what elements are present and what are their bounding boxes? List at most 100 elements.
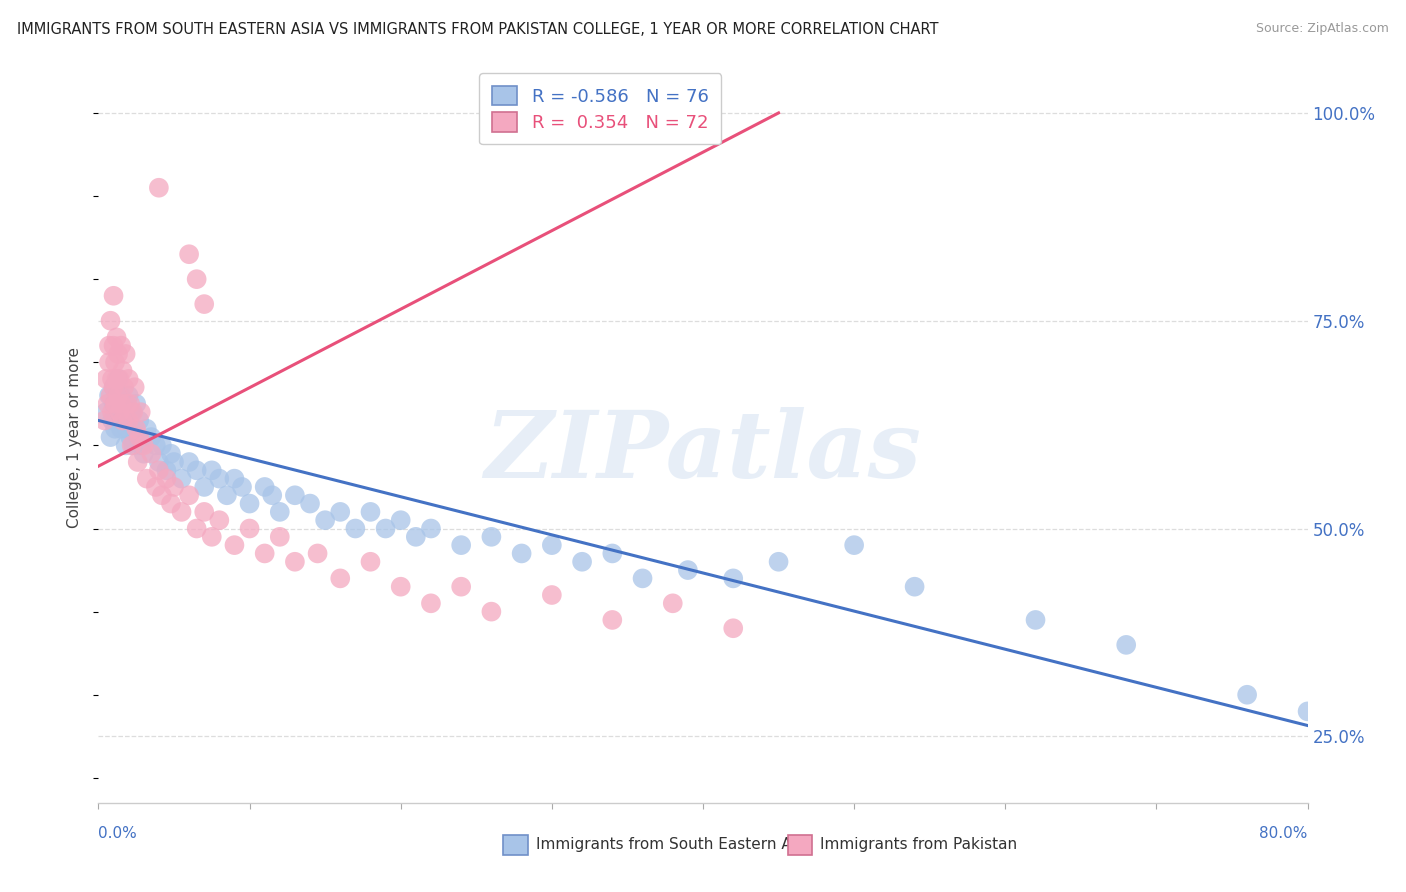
- Point: [107, 388, 129, 402]
- Point: [101, 372, 124, 386]
- Point: [100, 314, 122, 328]
- Point: [1296, 705, 1319, 719]
- Point: [103, 338, 125, 352]
- Point: [100, 430, 122, 444]
- Point: [170, 505, 193, 519]
- Point: [129, 438, 152, 452]
- Point: [108, 405, 131, 419]
- Point: [114, 438, 136, 452]
- Point: [186, 521, 208, 535]
- Point: [145, 438, 167, 452]
- Point: [239, 521, 262, 535]
- Point: [101, 413, 124, 427]
- Point: [127, 455, 149, 469]
- Point: [148, 180, 170, 194]
- Point: [723, 571, 745, 585]
- Point: [160, 497, 183, 511]
- Point: [170, 472, 193, 486]
- Point: [111, 413, 134, 427]
- Text: Immigrants from Pakistan: Immigrants from Pakistan: [820, 837, 1018, 852]
- Point: [284, 488, 307, 502]
- Point: [360, 505, 382, 519]
- Point: [105, 372, 128, 386]
- Point: [105, 330, 128, 344]
- Point: [374, 521, 396, 535]
- Point: [98, 338, 121, 352]
- Point: [110, 388, 132, 402]
- Point: [132, 447, 155, 461]
- Point: [262, 488, 284, 502]
- Point: [201, 463, 224, 477]
- Point: [110, 397, 132, 411]
- Point: [329, 505, 352, 519]
- Point: [125, 422, 148, 436]
- Point: [179, 247, 201, 261]
- Point: [540, 588, 562, 602]
- Point: [118, 372, 141, 386]
- Point: [179, 488, 201, 502]
- Point: [193, 297, 215, 311]
- Point: [481, 530, 503, 544]
- Point: [98, 388, 121, 402]
- Point: [481, 605, 503, 619]
- Point: [120, 430, 142, 444]
- Point: [186, 463, 208, 477]
- Point: [96, 397, 118, 411]
- Point: [160, 447, 183, 461]
- Point: [420, 521, 443, 535]
- Point: [112, 380, 135, 394]
- Point: [128, 430, 150, 444]
- Point: [420, 596, 443, 610]
- Point: [132, 438, 155, 452]
- Point: [571, 555, 593, 569]
- Point: [215, 488, 238, 502]
- Point: [121, 438, 143, 452]
- Point: [510, 546, 533, 560]
- Point: [193, 505, 215, 519]
- Point: [676, 563, 699, 577]
- Point: [93, 413, 115, 427]
- Point: [104, 397, 127, 411]
- Point: [135, 472, 157, 486]
- Point: [163, 455, 186, 469]
- Point: [115, 397, 138, 411]
- Text: Source: ZipAtlas.com: Source: ZipAtlas.com: [1256, 22, 1389, 36]
- Point: [122, 405, 145, 419]
- Point: [135, 422, 157, 436]
- Point: [224, 538, 246, 552]
- Point: [155, 472, 177, 486]
- Point: [129, 405, 152, 419]
- Point: [201, 530, 224, 544]
- Point: [231, 480, 253, 494]
- FancyBboxPatch shape: [503, 835, 527, 855]
- Point: [450, 580, 472, 594]
- Point: [631, 571, 654, 585]
- Point: [148, 463, 170, 477]
- Text: 80.0%: 80.0%: [1260, 826, 1308, 841]
- Point: [127, 430, 149, 444]
- Point: [269, 530, 291, 544]
- Point: [124, 380, 146, 394]
- Point: [1024, 613, 1046, 627]
- Point: [120, 397, 142, 411]
- Point: [124, 422, 146, 436]
- Point: [108, 405, 131, 419]
- Point: [148, 455, 170, 469]
- Point: [239, 497, 262, 511]
- Point: [107, 372, 129, 386]
- Point: [904, 580, 927, 594]
- Y-axis label: College, 1 year or more: College, 1 year or more: [67, 347, 83, 527]
- Point: [121, 405, 143, 419]
- Point: [150, 438, 173, 452]
- Point: [98, 355, 121, 369]
- Point: [107, 397, 129, 411]
- Point: [111, 363, 134, 377]
- Point: [450, 538, 472, 552]
- Point: [208, 472, 231, 486]
- Point: [103, 380, 125, 394]
- Point: [107, 347, 129, 361]
- Point: [104, 422, 127, 436]
- Point: [118, 413, 141, 427]
- Point: [389, 513, 412, 527]
- Point: [186, 272, 208, 286]
